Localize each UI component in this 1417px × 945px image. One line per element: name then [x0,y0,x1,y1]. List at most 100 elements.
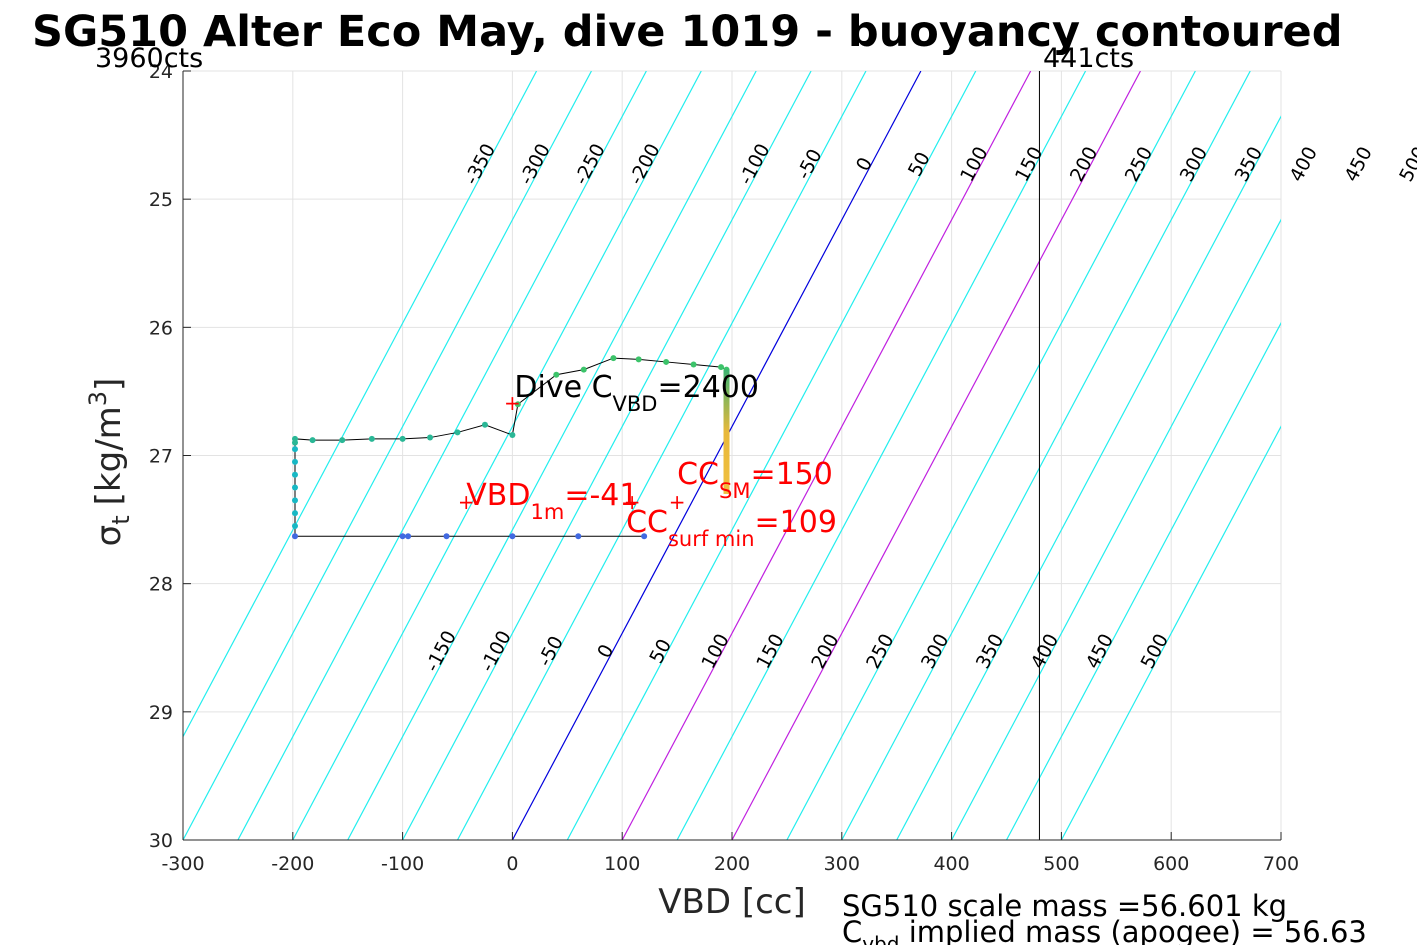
trajectory-point [514,401,521,408]
trajectory-point [718,364,725,371]
trajectory-point [641,533,648,540]
x-tick-label: 600 [1153,853,1189,875]
x-tick-label: -200 [271,853,314,875]
marker-plus: + [458,490,475,514]
trajectory-point [339,437,346,444]
surface-bar [723,369,730,494]
trajectory-point [291,497,298,504]
contour-line [402,71,812,840]
trajectory-point [291,522,298,529]
trajectory-point [291,484,298,491]
marker-label-main: VBD [466,478,530,513]
contour-line [786,71,1196,840]
surface-bar-mark [723,369,730,494]
x-tick-label: 700 [1263,853,1299,875]
y-tick-label: 29 [149,702,173,724]
contour-line [951,218,1281,840]
marker-label-main: Dive C [514,370,612,405]
x-axis-label: VBD [cc] [658,882,806,922]
contour-line [183,71,538,738]
chart-title: SG510 Alter Eco May, dive 1019 - buoyanc… [32,7,1343,57]
footer-implied-mass: Cvbd implied mass (apogee) = 56.63 [842,915,1367,945]
x-tick-label: 100 [604,853,640,875]
x-tick-label: 500 [1043,853,1079,875]
contour-line [621,71,1032,840]
marker-label-sub: VBD [613,392,658,416]
y-axis-label-sup: 3 [84,391,112,406]
trajectory-point [663,358,670,365]
trajectory-point [405,533,412,540]
contour-line [347,71,757,840]
marker-label: VBD1m=-41 [466,478,638,524]
marker-label-value: =-41 [564,478,638,513]
x-tick-label: 300 [824,853,860,875]
marker-label: CCSM=150 [677,457,833,503]
footer-implied-mass-c: C [842,915,862,945]
trajectory-point [291,435,298,442]
y-tick-label: 28 [149,574,173,596]
trajectory-point [553,371,560,378]
y-tick-label: 26 [149,317,173,339]
marker-label-value: =2400 [657,370,758,405]
y-axis-label: σt [kg/m3] [84,378,135,547]
y-tick-label: 27 [149,446,173,468]
trajectory-point [291,533,298,540]
marker-label-main: CC [626,505,668,540]
contour-line [1060,425,1281,840]
y-axis-label-symbol: σ [89,525,129,547]
footer-implied-mass-sub: vbd [862,932,899,945]
footer-scale-mass: SG510 scale mass =56.601 kg [842,889,1287,923]
trajectory-point [575,533,582,540]
marker-label: CCsurf min=109 [626,505,837,551]
footer-implied-mass-rest: implied mass (apogee) = 56.63 [899,915,1366,945]
y-tick-label: 25 [149,189,173,211]
x-tick-label: -100 [381,853,424,875]
marker-plus: + [624,490,641,514]
trajectory-point [509,431,516,438]
trajectory-point [291,446,298,453]
corner-label-left: 3960cts [95,43,203,74]
marker-label-sub: SM [719,479,750,503]
dive-trajectory [291,355,730,540]
marker-label: Dive CVBD=2400 [514,370,759,416]
trajectory-point [443,533,450,540]
trajectory-point [368,435,375,442]
trajectory-point [399,533,406,540]
trajectory-point [291,510,298,517]
contour-lines [183,71,1281,840]
contour-line [183,71,592,840]
marker-label-value: =150 [750,457,832,492]
contour-line [896,115,1281,840]
trajectory-point [291,471,298,478]
marker-label-sub: 1m [531,500,565,524]
y-axis-label-sub: t [107,515,135,524]
contour-line [511,71,922,840]
trajectory-point [427,434,434,441]
marker-plus: + [504,391,521,415]
marker-label-value: =109 [755,505,837,540]
marker-label-sub: surf min [668,527,755,551]
contour-line [676,71,1087,840]
contour-line [456,71,867,840]
y-axis-label-unit: [kg/m [89,406,129,505]
trajectory-point [291,458,298,465]
x-tick-label: 400 [933,853,969,875]
trajectory-point [690,361,697,368]
trajectory-point [399,435,406,442]
contour-line [237,71,647,840]
marker-plus: + [669,490,686,514]
marker-annotations: +Dive CVBD=2400+VBD1m=-41 +CCSM=150+CCsur… [458,370,837,551]
x-tick-label: -300 [161,853,204,875]
trajectory-point [509,533,516,540]
marker-label-main: CC [677,457,719,492]
corner-label-right: 441cts [1043,43,1134,74]
trajectory-point [580,366,587,373]
y-tick-label: 30 [149,830,173,852]
y-tick-label: 24 [149,61,173,83]
contour-line [841,71,1251,840]
contour-line [1005,321,1281,840]
contour-line [731,71,1141,840]
contour-line [566,71,977,840]
tick-labels: -300 -200 -100 0 100 200 300 400 500 600 700 24 25 26… [149,61,1299,875]
